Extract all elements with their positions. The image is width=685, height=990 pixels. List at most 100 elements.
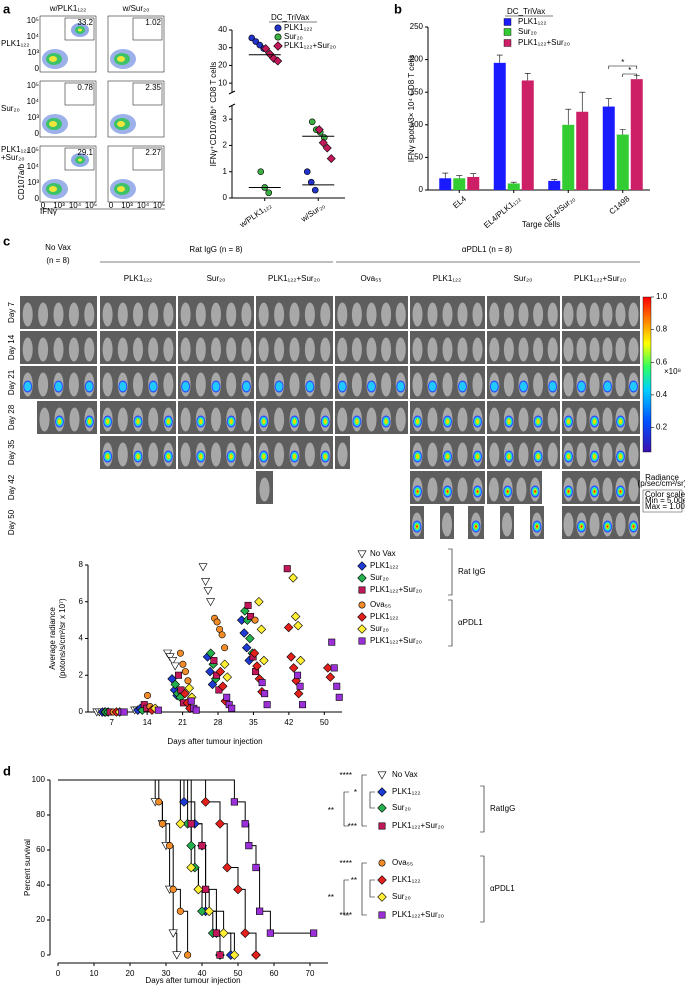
signal [229, 419, 233, 424]
significance-label: *** [348, 822, 357, 831]
mouse [337, 337, 348, 362]
mouse [381, 372, 392, 397]
signal [520, 381, 527, 392]
legend-marker [358, 637, 366, 645]
x-tick-label: 7 [109, 718, 114, 727]
gate [132, 82, 163, 106]
mouse [102, 372, 113, 397]
mouse [53, 302, 64, 327]
y-tick-label: 20 [218, 61, 227, 70]
mouse [489, 337, 500, 362]
signal [88, 419, 91, 424]
legend-label: Sur₂₀ [392, 803, 411, 812]
event-marker [186, 862, 197, 873]
event-marker [255, 907, 264, 915]
mouse [589, 337, 600, 362]
event-marker [230, 798, 239, 806]
signal [106, 454, 110, 459]
signal [578, 381, 585, 392]
flow-tick-label: 10³ [27, 48, 39, 57]
x-tick-label: 40 [198, 969, 207, 978]
mouse [547, 407, 558, 432]
y-axis-label: Average radiance [48, 607, 57, 670]
panel-label: a [3, 1, 11, 16]
event-marker [197, 906, 207, 917]
mouse [289, 302, 300, 327]
mouse [68, 302, 79, 327]
signal [55, 381, 62, 392]
colorbar-tick-label: 1.0 [656, 292, 668, 301]
legend-label: PLK1₁₂₂+Sur₂₀ [284, 41, 336, 50]
data-point [293, 620, 303, 631]
mouse [211, 337, 221, 362]
significance-bracket [343, 791, 349, 827]
mouse [304, 407, 315, 432]
signal [476, 419, 479, 424]
gate [64, 82, 95, 106]
flow-tick-label: 10⁵ [153, 201, 165, 210]
data-point [333, 682, 341, 690]
event-marker [200, 796, 211, 807]
signal [199, 419, 203, 424]
mouse [148, 442, 159, 467]
mouse [148, 407, 159, 432]
day-label: Day 14 [7, 334, 16, 360]
column-label: PLK1₁₂₂+Sur₂₀ [268, 274, 320, 283]
legend-label: PLK1₁₂₂+Sur₂₀ [392, 910, 444, 919]
mouse [381, 337, 392, 362]
significance-bracket [608, 65, 638, 69]
legend-label: PLK1₁₂₂ [392, 787, 420, 796]
y-tick-label: 100 [410, 120, 424, 129]
mouse [576, 337, 587, 362]
signal [85, 381, 93, 392]
event-marker [266, 929, 275, 937]
mouse [274, 302, 285, 327]
signal [619, 490, 622, 493]
colorbar-title: Radiance [645, 473, 679, 482]
mouse [320, 337, 331, 362]
signal [242, 381, 250, 392]
signal [536, 525, 538, 528]
mouse [289, 372, 300, 397]
day-label: Day 28 [7, 404, 16, 430]
mouse [148, 302, 159, 327]
legend-bracket [448, 599, 453, 647]
x-tick-label: 35 [249, 718, 258, 727]
event-marker [166, 842, 174, 850]
event-marker [155, 798, 163, 806]
y-tick-label: 4 [79, 634, 84, 643]
event-marker [241, 820, 249, 828]
mouse [84, 337, 95, 362]
event-marker [245, 842, 253, 850]
mouse [602, 477, 613, 502]
event-marker [169, 885, 177, 893]
group-header: Rat IgG (n = 8) [189, 245, 242, 254]
bar [521, 80, 534, 190]
legend-label: Sur₂₀ [518, 27, 537, 36]
y-tick-label: 0 [419, 185, 424, 194]
signal [275, 381, 283, 392]
event-marker [216, 951, 224, 959]
significance-bracket [369, 791, 375, 809]
significance-bracket [361, 862, 367, 916]
error-bar [524, 72, 531, 81]
group-header: No Vax [45, 243, 71, 252]
signal [166, 454, 170, 459]
data-point [328, 638, 336, 646]
data-point [170, 662, 180, 671]
colorbar [642, 296, 652, 453]
mouse [563, 372, 574, 397]
x-tick-label: 21 [178, 718, 187, 727]
y-tick-label: 40 [218, 25, 227, 34]
data-point [295, 655, 306, 666]
signal [262, 419, 266, 424]
mouse [289, 337, 300, 362]
mouse [602, 302, 613, 327]
legend-marker [357, 561, 367, 571]
signal [459, 381, 466, 392]
mouse [320, 302, 331, 327]
mouse [533, 337, 544, 362]
mouse [442, 302, 453, 327]
mouse [489, 302, 500, 327]
column-title: w/PLK1₁₂₂ [49, 4, 86, 13]
